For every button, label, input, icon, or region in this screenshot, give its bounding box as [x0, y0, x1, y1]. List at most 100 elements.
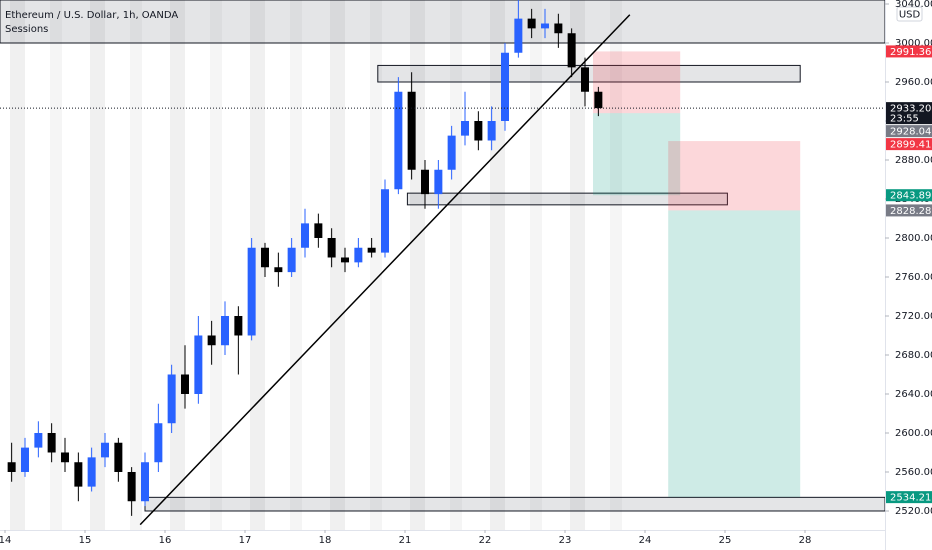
zone [0, 0, 886, 44]
session-stripe [530, 0, 542, 530]
candle-body [301, 223, 309, 248]
session-stripe [10, 0, 25, 530]
stop-zone [668, 141, 801, 211]
session-stripe [210, 0, 222, 530]
candle-body [181, 374, 189, 394]
candle-body [554, 23, 563, 34]
x-tick-label: 28 [799, 535, 812, 546]
session-stripe [290, 0, 302, 530]
x-tick-label: 15 [79, 535, 92, 546]
candle-body [221, 315, 229, 346]
candle-body [87, 457, 96, 487]
session-stripe [170, 0, 185, 530]
price-label-bg [886, 204, 932, 217]
candle-body [501, 52, 509, 121]
price-label-bg [886, 189, 932, 202]
candle-body [367, 247, 376, 253]
candle-body [47, 432, 56, 453]
currency-label[interactable]: USD [899, 10, 921, 21]
candle-body [127, 471, 136, 502]
candle-body [581, 67, 589, 92]
y-tick-label: 2560.00 [895, 467, 932, 478]
target-zone [668, 210, 801, 498]
y-tick-label: 2520.00 [895, 506, 932, 517]
x-tick-label: 25 [719, 535, 732, 546]
x-tick-label: 17 [239, 535, 252, 546]
candle-body [514, 18, 523, 53]
price-label-bg [886, 491, 932, 504]
y-tick-label: 2640.00 [895, 389, 932, 400]
candle-body [61, 452, 69, 463]
zone [406, 192, 728, 206]
y-tick-label: 3000.00 [895, 38, 932, 49]
candle-body [394, 91, 403, 190]
candle-body [247, 247, 256, 336]
candle-body [327, 237, 336, 258]
price-label: 2928.04 [890, 127, 931, 138]
indicator-label: Sessions [5, 24, 48, 35]
price-label: 2933.20 [890, 104, 931, 115]
price-label: 2534.21 [890, 493, 931, 504]
y-tick-label: 2760.00 [895, 272, 932, 283]
candle-body [261, 247, 269, 268]
session-stripe [50, 0, 62, 530]
candle-body [341, 257, 349, 263]
session-stripe [330, 0, 345, 530]
price-label-bg [886, 138, 932, 151]
candle-body [314, 223, 323, 238]
zone [144, 496, 886, 512]
candle-body [527, 18, 536, 29]
candle-body [101, 442, 109, 458]
candle-body [141, 462, 149, 502]
session-stripe [450, 0, 462, 530]
session-stripe [570, 0, 585, 530]
candle-body [434, 169, 443, 195]
x-tick-label: 22 [479, 535, 492, 546]
session-stripe [90, 0, 105, 530]
price-label-bg [886, 102, 932, 125]
y-tick-label: 2720.00 [895, 311, 932, 322]
candle-body [381, 189, 389, 253]
candle-body [354, 247, 363, 263]
y-tick-label: 2800.00 [895, 233, 932, 244]
candle-body [274, 267, 283, 273]
y-tick-label: 2960.00 [895, 77, 932, 88]
price-label: 2843.89 [890, 191, 931, 202]
candle-body [167, 374, 176, 424]
chart-title: Ethereum / U.S. Dollar, 1h, OANDA [5, 10, 178, 21]
countdown-label: 23:55 [890, 114, 919, 125]
candle-body [474, 120, 483, 141]
candle-body [541, 23, 549, 29]
target-zone [593, 113, 681, 196]
candle-body [421, 169, 429, 195]
y-tick-label: 2680.00 [895, 350, 932, 361]
currency-badge[interactable] [896, 6, 923, 22]
session-stripe [130, 0, 142, 530]
x-tick-label: 23 [559, 535, 572, 546]
x-tick-label: 16 [159, 535, 172, 546]
price-label-bg [886, 125, 932, 138]
candle-body [74, 462, 83, 487]
candle-body [234, 315, 243, 336]
price-label-bg [886, 45, 932, 58]
candle-body [567, 33, 576, 68]
candle-body [407, 91, 416, 170]
candle-body [287, 247, 296, 273]
price-label: 2828.28 [890, 206, 931, 217]
session-stripe [370, 0, 382, 530]
candle-body [461, 120, 469, 136]
candle-body [487, 120, 496, 141]
plot-area [0, 0, 886, 530]
candle-body [154, 423, 163, 463]
price-label: 2899.41 [890, 140, 931, 151]
y-tick-label: 2880.00 [895, 155, 932, 166]
x-tick-label: 24 [639, 535, 652, 546]
session-stripe [610, 0, 622, 530]
candle-body [21, 447, 29, 472]
candle-body [447, 135, 456, 170]
candle-body [7, 462, 16, 472]
y-tick-label: 3040.00 [895, 0, 932, 10]
stop-zone [593, 51, 681, 114]
candle-body [594, 91, 603, 109]
